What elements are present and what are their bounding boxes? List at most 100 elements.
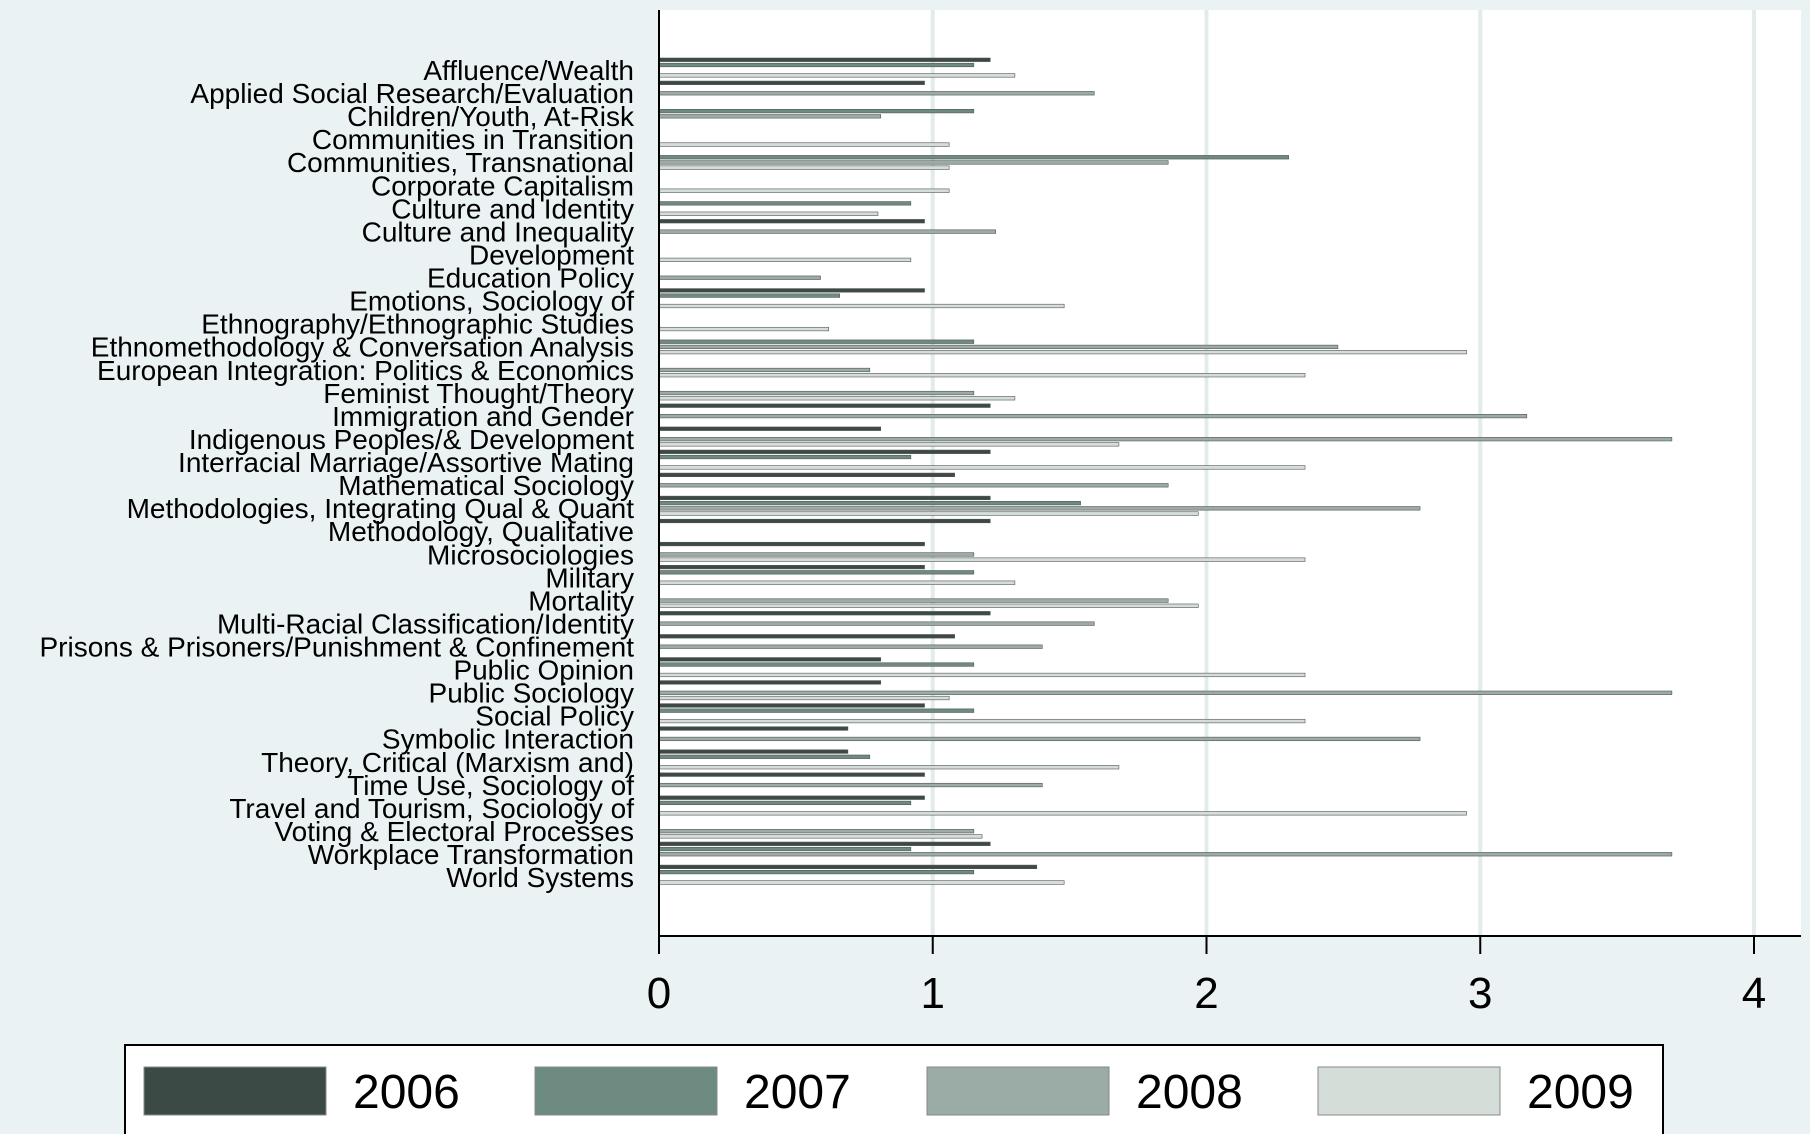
bar-2009 [658,580,1016,585]
bar-2008 [658,275,821,280]
bar-2009 [658,557,1306,562]
bar-2007 [658,501,1081,506]
legend-swatch-2007 [534,1066,718,1116]
bar-2007 [658,754,871,759]
bar-2009 [658,142,950,147]
bar-2007 [658,339,975,344]
bar-2007 [658,662,975,667]
category-label: Prisons & Prisoners/Punishment & Confine… [40,632,635,663]
legend-swatch-2006 [143,1066,327,1116]
category-label: European Integration: Politics & Economi… [97,355,634,386]
category-label: Social Policy [475,701,634,732]
bar-2009 [658,396,1016,401]
bar-2007 [658,201,912,206]
bar-2006 [658,541,925,547]
category-label: Methodology, Qualitative [328,516,634,547]
bar-2009 [658,672,1306,678]
bars [658,57,1673,885]
category-label: Immigration and Gender [332,401,634,432]
x-axis-ticks: 0 1 2 3 4 [647,936,1766,1018]
bar-2008 [658,229,997,234]
category-label: Travel and Tourism, Sociology of [229,793,634,824]
bar-2008 [658,367,871,373]
bar-2008 [658,390,975,396]
bar-2006 [658,795,925,800]
category-label: Culture and Inequality [362,216,634,247]
bar-2007 [658,708,975,713]
category-label: Corporate Capitalism [371,170,634,201]
bar-2007 [658,109,975,114]
bar-2009 [658,257,912,262]
bar-2006 [658,518,991,524]
bar-2006 [658,426,882,431]
bar-2007 [658,293,840,298]
bar-2009 [658,465,1306,470]
bar-2006 [658,472,955,477]
category-label: Ethnography/Ethnographic Studies [201,309,634,340]
bar-2007 [658,846,912,852]
bar-2008 [658,413,1528,419]
category-label: Children/Youth, At-Risk [347,101,635,132]
category-label: Communities, Transnational [287,147,634,178]
category-label: Methodologies, Integrating Qual & Quant [127,493,635,524]
bar-2009 [658,695,950,701]
bar-2009 [658,511,1199,516]
bar-2007 [658,570,975,575]
category-label: Multi-Racial Classification/Identity [217,608,634,639]
bar-2006 [658,726,849,731]
bar-2009 [658,442,1120,447]
category-label: Voting & Electoral Processes [274,816,634,847]
bar-2009 [658,350,1467,355]
bar-2008 [658,690,1673,695]
bar-2006 [658,565,925,570]
bar-2009 [658,811,1467,816]
category-label: Mathematical Sociology [338,470,634,501]
category-label: Culture and Identity [391,193,634,224]
bar-2009 [658,765,1120,770]
legend-label-2008: 2008 [1136,1066,1243,1119]
bar-2008 [658,552,975,557]
legend-label-2006: 2006 [353,1066,460,1119]
bar-2008 [658,344,1339,350]
bar-2007 [658,869,975,875]
category-label: Workplace Transformation [308,839,634,870]
category-label: Military [545,562,634,593]
bar-2009 [658,373,1306,378]
bar-2009 [658,303,1065,309]
bar-2009 [658,73,1016,78]
category-label: Communities in Transition [312,124,634,155]
bar-2008 [658,621,1095,626]
category-label: Theory, Critical (Marxism and) [261,747,634,778]
category-label: Affluence/Wealth [423,55,634,86]
bar-2009 [658,603,1199,608]
bar-2009 [658,188,950,193]
bar-2008 [658,483,1169,488]
category-label: Ethnomethodology & Conversation Analysis [91,332,634,363]
bar-2008 [658,852,1673,857]
x-tick-label: 2 [1194,969,1218,1018]
bar-2006 [658,864,1038,869]
bar-2008 [658,91,1095,96]
bar-2006 [658,403,991,408]
bar-2006 [658,449,991,454]
bar-2008 [658,644,1043,649]
category-label: Feminist Thought/Theory [323,378,634,409]
bar-2009 [658,326,830,332]
category-label: Applied Social Research/Evaluation [190,78,634,109]
category-label: Symbolic Interaction [382,724,634,755]
bar-2008 [658,160,1169,165]
bar-2006 [658,749,849,754]
bar-2006 [658,219,925,224]
bar-2006 [658,80,925,85]
bar-2007 [658,454,912,460]
bar-2006 [658,841,991,846]
bar-2007 [658,800,912,806]
category-label: Emotions, Sociology of [349,286,634,317]
x-tick-label: 3 [1468,969,1492,1018]
legend-swatch-2009 [1317,1066,1501,1116]
bar-2006 [658,703,925,708]
x-tick-label: 1 [921,969,945,1018]
bar-2006 [658,57,991,62]
